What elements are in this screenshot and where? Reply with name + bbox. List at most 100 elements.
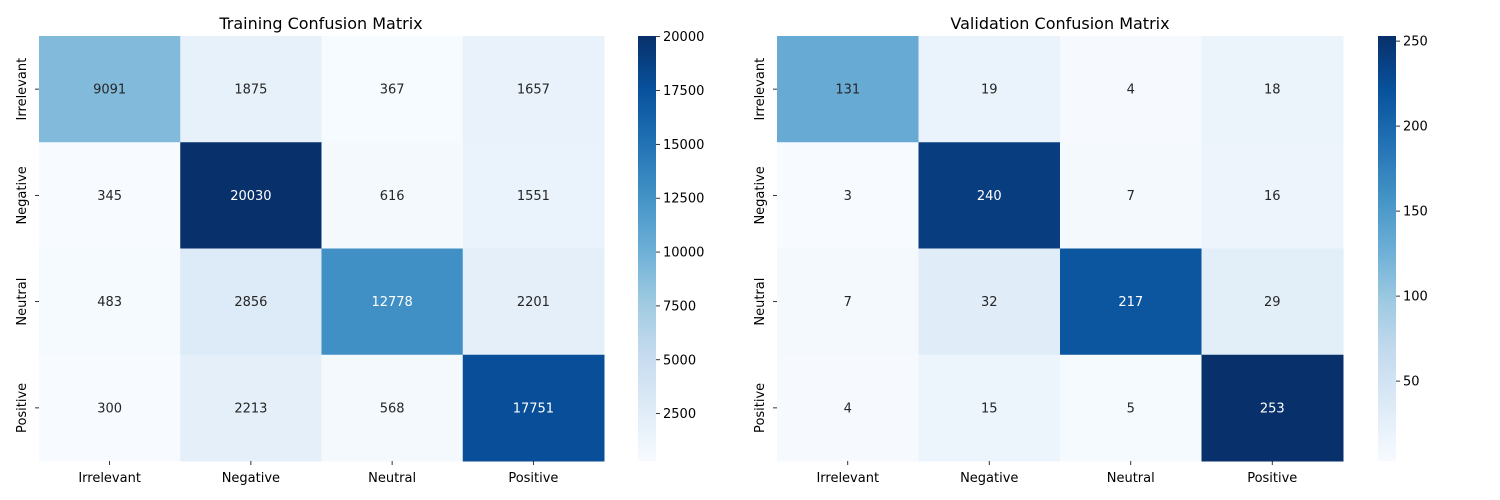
training-cell-label-r0-c1: 1875 xyxy=(234,83,267,98)
training-cell-r0-c3 xyxy=(462,36,605,143)
validation-cell-r2-c3 xyxy=(1201,248,1344,356)
validation-x-tick-neutral: Neutral xyxy=(1107,471,1155,486)
training-cell-label-r1-c3: 1551 xyxy=(517,189,550,204)
validation-x-tick-negative: Negative xyxy=(960,471,1018,486)
validation-cell-label-r0-c2: 4 xyxy=(1127,83,1135,98)
validation-colorbar: 50 100 150 200 250 xyxy=(1378,35,1428,461)
training-x-tick-neutral: Neutral xyxy=(368,471,416,486)
training-cell-label-r2-c2: 12778 xyxy=(371,295,412,310)
validation-cell-label-r1-c3: 16 xyxy=(1264,189,1281,204)
validation-cell-label-r0-c3: 18 xyxy=(1264,83,1281,98)
training-y-tick-irrelevant: Irrelevant xyxy=(15,58,30,121)
training-cell-r2-c1 xyxy=(180,248,322,356)
training-cell-r2-c0 xyxy=(39,248,181,356)
training-cell-r2-c2 xyxy=(321,248,464,356)
training-cell-r1-c1 xyxy=(180,142,322,249)
validation-cell-r1-c3 xyxy=(1201,142,1344,249)
training-cell-label-r1-c0: 345 xyxy=(97,189,122,204)
training-y-tick-negative: Negative xyxy=(15,166,30,224)
training-cell-label-r1-c1: 20030 xyxy=(230,189,271,204)
training-cell-r1-c0 xyxy=(39,142,181,249)
training-cell-label-r0-c0: 9091 xyxy=(93,83,126,98)
training-cell-label-r3-c0: 300 xyxy=(97,401,122,416)
validation-cell-r0-c3 xyxy=(1201,36,1344,143)
training-x-tick-positive: Positive xyxy=(508,471,558,486)
validation-cell-r0-c0 xyxy=(777,36,919,143)
validation-cell-label-r2-c0: 7 xyxy=(844,295,852,310)
validation-cell-r2-c1 xyxy=(918,248,1061,356)
validation-x-tick-irrelevant: Irrelevant xyxy=(816,471,879,486)
training-cell-r2-c3 xyxy=(462,248,605,356)
training-cell-label-r0-c3: 1657 xyxy=(517,83,550,98)
validation-colorbar-tick-50: 50 xyxy=(1403,375,1420,390)
training-colorbar: 2500 5000 7500 10000 12500 15000 17500 20000 xyxy=(638,30,704,461)
validation-cell-r3-c0 xyxy=(777,354,919,462)
training-cell-r0-c2 xyxy=(321,36,464,143)
validation-colorbar-tick-200: 200 xyxy=(1403,120,1428,135)
validation-y-tick-neutral: Neutral xyxy=(753,278,768,326)
validation-cell-label-r2-c2: 217 xyxy=(1118,295,1143,310)
training-colorbar-tick-7500: 7500 xyxy=(663,299,696,314)
validation-colorbar-tick-250: 250 xyxy=(1403,35,1428,50)
validation-cell-label-r1-c2: 7 xyxy=(1127,189,1135,204)
validation-cell-r0-c1 xyxy=(918,36,1061,143)
training-cell-r3-c2 xyxy=(321,354,464,462)
validation-cell-r3-c3 xyxy=(1201,354,1344,462)
validation-cell-label-r3-c1: 15 xyxy=(981,401,998,416)
validation-cell-r3-c1 xyxy=(918,354,1061,462)
validation-x-tick-positive: Positive xyxy=(1247,471,1297,486)
validation-y-tick-negative: Negative xyxy=(753,166,768,224)
validation-x-axis: Irrelevant Negative Neutral Positive xyxy=(816,461,1297,486)
training-cell-r0-c1 xyxy=(180,36,322,143)
training-cell-label-r3-c1: 2213 xyxy=(234,401,267,416)
training-cell-label-r3-c3: 17751 xyxy=(513,401,554,416)
validation-cell-r0-c2 xyxy=(1060,36,1202,143)
validation-cell-r1-c0 xyxy=(777,142,919,249)
training-colorbar-tick-20000: 20000 xyxy=(663,30,704,45)
training-x-tick-negative: Negative xyxy=(222,471,280,486)
validation-colorbar-tick-150: 150 xyxy=(1403,205,1428,220)
training-cell-r1-c2 xyxy=(321,142,464,249)
training-colorbar-tick-10000: 10000 xyxy=(663,246,704,261)
training-colorbar-tick-15000: 15000 xyxy=(663,138,704,153)
training-y-axis: Irrelevant Negative Neutral Positive xyxy=(15,58,39,433)
validation-cell-r2-c0 xyxy=(777,248,919,356)
validation-cell-label-r2-c3: 29 xyxy=(1264,295,1281,310)
validation-cell-r1-c2 xyxy=(1060,142,1202,249)
validation-cell-r3-c2 xyxy=(1060,354,1202,462)
validation-cell-label-r3-c0: 4 xyxy=(844,401,852,416)
validation-y-tick-irrelevant: Irrelevant xyxy=(753,58,768,121)
training-cell-r3-c1 xyxy=(180,354,322,462)
validation-colorbar-tick-100: 100 xyxy=(1403,290,1428,305)
validation-cell-label-r3-c3: 253 xyxy=(1260,401,1285,416)
training-x-axis: Irrelevant Negative Neutral Positive xyxy=(78,461,558,486)
training-cell-r3-c0 xyxy=(39,354,181,462)
validation-cell-label-r3-c2: 5 xyxy=(1127,401,1135,416)
training-y-tick-neutral: Neutral xyxy=(15,278,30,326)
validation-panel: Validation Confusion Matrix 131 19 4 18 3 240… xyxy=(753,14,1428,486)
training-cell-label-r1-c2: 616 xyxy=(380,189,405,204)
validation-cell-label-r1-c0: 3 xyxy=(844,189,852,204)
training-heatmap: 9091 1875 367 1657 345 20030 616 1551 483 2856 127… xyxy=(39,36,605,462)
training-y-tick-positive: Positive xyxy=(15,383,30,433)
training-cell-r0-c0 xyxy=(39,36,181,143)
validation-heatmap: 131 19 4 18 3 240 7 16 7 32 217 29 4 15 5 253 xyxy=(777,36,1344,462)
validation-cell-r2-c2 xyxy=(1060,248,1202,356)
training-cell-label-r2-c3: 2201 xyxy=(517,295,550,310)
training-colorbar-tick-5000: 5000 xyxy=(663,353,696,368)
training-panel: Training Confusion Matrix 9091 1875 367 165… xyxy=(15,14,704,486)
validation-cell-r1-c1 xyxy=(918,142,1061,249)
training-cell-r3-c3 xyxy=(462,354,605,462)
training-cell-label-r2-c0: 483 xyxy=(97,295,122,310)
training-cell-label-r3-c2: 568 xyxy=(380,401,405,416)
training-colorbar-tick-12500: 12500 xyxy=(663,192,704,207)
training-cell-r1-c3 xyxy=(462,142,605,249)
validation-cell-label-r0-c0: 131 xyxy=(835,83,860,98)
training-x-tick-irrelevant: Irrelevant xyxy=(78,471,141,486)
training-colorbar-tick-2500: 2500 xyxy=(663,407,696,422)
training-cell-label-r0-c2: 367 xyxy=(380,83,405,98)
validation-colorbar-scale xyxy=(1378,36,1396,461)
validation-cell-label-r1-c1: 240 xyxy=(977,189,1002,204)
validation-title: Validation Confusion Matrix xyxy=(950,14,1169,33)
